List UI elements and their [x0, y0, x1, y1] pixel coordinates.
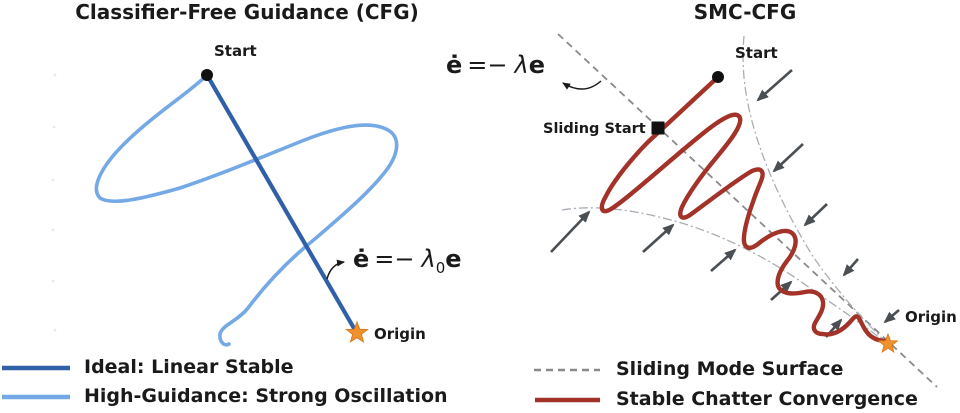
- sliding-mode-surface-line: [557, 33, 938, 388]
- legend-label-chatter: Stable Chatter Convergence: [616, 388, 918, 410]
- e-term: e: [528, 51, 545, 79]
- arrow-toward-surface: [642, 223, 675, 253]
- start-dot-left: [201, 69, 213, 81]
- sliding-start-square: [651, 121, 665, 135]
- arrow-toward-surface: [842, 258, 859, 277]
- arrow-toward-surface: [803, 203, 828, 227]
- e-term: e: [445, 245, 462, 273]
- convergence-arrows: [550, 69, 900, 338]
- origin-label-left: Origin: [374, 325, 426, 343]
- panel-title-right: SMC-CFG: [693, 0, 797, 24]
- equals-minus: =−: [467, 51, 508, 79]
- faint-tick-marks: [51, 73, 57, 332]
- e-dot-term: ė: [353, 245, 370, 273]
- lambda-term: λ: [514, 51, 529, 79]
- origin-label-right: Origin: [905, 308, 957, 326]
- funnel-boundary-upper: [742, 35, 888, 344]
- arrow-toward-surface: [710, 248, 737, 272]
- arrow-toward-surface: [772, 143, 804, 173]
- equation-pointer-arrow-left: [326, 259, 345, 280]
- stable-chatter-convergence-curve: [599, 74, 889, 344]
- lambda-term: λ: [421, 245, 436, 273]
- legend-label-high-guidance: High-Guidance: Strong Oscillation: [84, 385, 448, 407]
- start-label-right: Start: [735, 44, 778, 62]
- legend-label-ideal: Ideal: Linear Stable: [84, 356, 294, 378]
- high-guidance-oscillation-curve: [0, 0, 397, 319]
- start-label-left: Start: [214, 42, 257, 60]
- arrow-toward-surface: [550, 210, 591, 253]
- funnel-boundary-lower: [561, 207, 887, 344]
- sliding-start-label: Sliding Start: [543, 121, 646, 137]
- legend-label-sliding-surface: Sliding Mode Surface: [616, 358, 844, 380]
- e-dot-term: ė: [446, 51, 463, 79]
- high-guidance-oscillation-curve: [94, 73, 399, 347]
- equation-left: ė =− λ0e: [353, 246, 462, 277]
- arrow-toward-surface: [883, 309, 900, 324]
- panel-title-left: Classifier-Free Guidance (CFG): [75, 0, 419, 24]
- ideal-linear-stable-line: [204, 72, 358, 333]
- equation-pointer-arrow-right: [562, 80, 602, 90]
- start-dot-right: [712, 71, 724, 83]
- arrow-toward-surface: [756, 69, 793, 102]
- equals-minus: =−: [374, 245, 415, 273]
- lambda-subscript: 0: [435, 258, 446, 277]
- equation-right: ė =− λe: [446, 52, 545, 79]
